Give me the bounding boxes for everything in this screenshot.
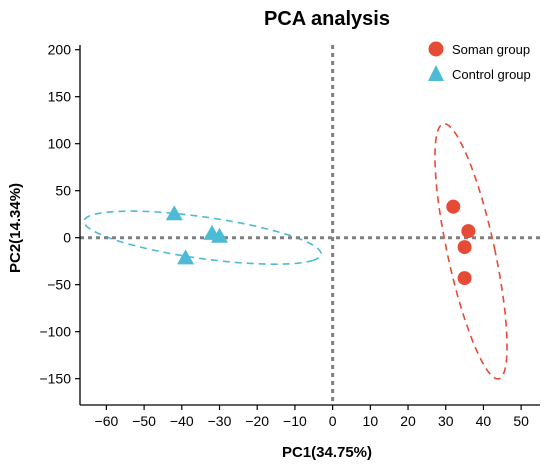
y-axis-label: PC2(14.34%) — [7, 183, 24, 273]
soman-point — [446, 199, 461, 214]
x-tick-label: 50 — [513, 413, 529, 429]
x-tick-label: 0 — [329, 413, 337, 429]
soman-point — [461, 224, 476, 239]
x-axis-ticks: −60 −50 −40 −30 −20 −10 0 10 20 30 40 50 — [95, 405, 529, 429]
y-axis-ticks: −150 −100 −50 0 50 100 150 200 — [39, 42, 80, 387]
legend-control-label: Control group — [452, 67, 531, 82]
data-points — [165, 199, 476, 286]
control-point — [211, 227, 229, 243]
y-tick-label: 0 — [63, 230, 71, 246]
soman-point — [457, 271, 472, 286]
control-point — [177, 249, 195, 265]
soman-ellipse — [434, 122, 508, 380]
y-tick-label: 150 — [48, 89, 72, 105]
y-tick-label: −50 — [47, 277, 71, 293]
soman-point — [457, 240, 472, 255]
x-tick-label: 40 — [476, 413, 492, 429]
reference-lines — [80, 45, 540, 405]
y-tick-label: 100 — [48, 136, 72, 152]
y-tick-label: 200 — [48, 42, 72, 58]
legend-control-marker — [428, 65, 444, 81]
x-tick-label: −30 — [208, 413, 232, 429]
x-tick-label: 30 — [438, 413, 454, 429]
x-tick-label: 20 — [400, 413, 416, 429]
x-tick-label: −50 — [132, 413, 156, 429]
y-tick-label: 50 — [55, 183, 71, 199]
y-tick-label: −100 — [39, 324, 71, 340]
axes — [79, 45, 540, 406]
x-tick-label: −10 — [283, 413, 307, 429]
chart-title: PCA analysis — [264, 8, 390, 30]
x-tick-label: −60 — [95, 413, 119, 429]
x-tick-label: −40 — [170, 413, 194, 429]
legend: Soman group Control group — [428, 41, 531, 82]
legend-soman-label: Soman group — [452, 42, 530, 57]
x-tick-label: −20 — [245, 413, 269, 429]
control-point — [165, 205, 183, 221]
legend-soman-marker — [428, 41, 444, 57]
y-tick-label: −150 — [39, 371, 71, 387]
x-axis-label: PC1(34.75%) — [282, 444, 372, 461]
confidence-ellipses — [83, 122, 508, 380]
x-tick-label: 10 — [363, 413, 379, 429]
